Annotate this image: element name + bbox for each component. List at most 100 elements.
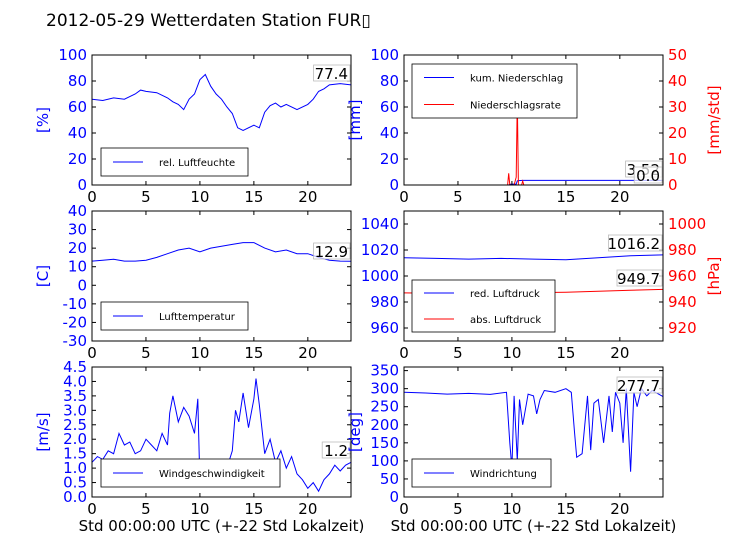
x-tick-label-humidity-2: 10: [190, 188, 209, 206]
y-axis-label-precipitation: [mm]: [346, 100, 364, 141]
y-tick-label-winddirection-1: 50: [380, 470, 399, 488]
x-tick-label-windspeed-0: 0: [87, 500, 97, 518]
y-axis-label-windspeed: [m/s]: [34, 412, 52, 451]
y-tick-label-windspeed-0: 0.0: [63, 488, 87, 506]
legend-entry-pressure-0: red. Luftdruck: [470, 289, 540, 300]
value-label-box-temperature-0: [313, 242, 351, 260]
y-tick-label-winddirection-6: 300: [370, 380, 399, 398]
legend-temperature: Lufttemperatur: [100, 301, 249, 331]
y2-tick-label-precipitation-3: 30: [668, 98, 687, 116]
y-tick-label-temperature-3: 0: [77, 276, 87, 294]
y-tick-label-precipitation-4: 80: [380, 72, 399, 90]
y-tick-label-precipitation-0: 0: [389, 176, 399, 194]
legend-entry-precipitation-1: Niederschlagsrate: [470, 101, 561, 112]
y2-tick-label-precipitation-5: 50: [668, 46, 687, 64]
series-line-humidity-0: [92, 73, 351, 131]
x-tick-label-temperature-1: 5: [141, 344, 151, 362]
legend-frame-precipitation: [411, 63, 578, 119]
y2-tick-label-pressure-1: 940: [668, 293, 697, 311]
x-axis-label-winddirection: Std 00:00:00 UTC (+-22 Std Lokalzeit): [391, 517, 677, 535]
y-tick-label-pressure-2: 1000: [361, 267, 399, 285]
x-tick-label-winddirection-1: 5: [453, 500, 463, 518]
value-label-box-pressure-1: [616, 269, 663, 287]
y-axis-label-humidity: [%]: [34, 107, 52, 133]
legend-entry-temperature-0: Lufttemperatur: [159, 312, 236, 323]
y-axis-label-winddirection: [deg]: [346, 412, 364, 452]
chart-windspeed: 0 5 10 15 20 0.00.51.01.52.02.53.03.54.04.5 [m…: [34, 358, 364, 535]
x-tick-label-winddirection-2: 10: [502, 500, 521, 518]
y-tick-label-windspeed-4: 2.0: [63, 430, 87, 448]
y2-tick-label-pressure-2: 960: [668, 267, 697, 285]
legend-precipitation: kum. Niederschlag Niederschlagsrate: [411, 63, 578, 119]
x-tick-label-windspeed-1: 5: [141, 500, 151, 518]
value-label-temperature-0: 12.9: [315, 243, 348, 261]
x-tick-label-pressure-0: 0: [399, 344, 409, 362]
plot-frame-temperature: [91, 210, 352, 342]
x-tick-label-precipitation-0: 0: [399, 188, 409, 206]
x-tick-label-winddirection-0: 0: [399, 500, 409, 518]
y2-tick-label-precipitation-0: 0: [668, 176, 678, 194]
y-tick-label-humidity-0: 0: [77, 176, 87, 194]
y-tick-label-humidity-3: 60: [68, 98, 87, 116]
y-tick-label-winddirection-5: 250: [370, 398, 399, 416]
y2-tick-label-pressure-4: 1000: [668, 215, 706, 233]
plot-frame-winddirection: [403, 366, 664, 498]
y-tick-label-winddirection-7: 350: [370, 362, 399, 380]
y-tick-label-windspeed-7: 3.5: [63, 387, 87, 405]
y-tick-label-precipitation-1: 20: [380, 150, 399, 168]
x-tick-label-temperature-2: 10: [190, 344, 209, 362]
chart-temperature: 0 5 10 15 20-30-20-10010203040[C]12.9Lufttem…: [34, 202, 352, 362]
y-tick-label-pressure-3: 1020: [361, 241, 399, 259]
chart-humidity: 0 5 10 15 20 0 20 40 60 80 100 [%] 77.4 rel. Luftfeuc…: [34, 46, 352, 206]
figure-title: 2012-05-29 Wetterdaten Station FUR▯: [46, 11, 371, 31]
chart-precipitation: 0 5 10 15 20 0 20 40 60 80 100 0 10 20 30 40 50 [mm] [mm/s…: [346, 46, 723, 206]
series-line-temperature-0: [92, 242, 351, 262]
y2-tick-label-pressure-3: 980: [668, 241, 697, 259]
y-tick-label-temperature-1: -20: [63, 313, 88, 331]
legend-entry-precipitation-0: kum. Niederschlag: [470, 74, 563, 85]
x-tick-label-humidity-0: 0: [87, 188, 97, 206]
y-tick-label-temperature-6: 30: [68, 221, 87, 239]
x-tick-label-humidity-1: 5: [141, 188, 151, 206]
value-label-windspeed-0: 1.2: [324, 442, 348, 460]
legend-entry-windspeed-0: Windgeschwindigkeit: [159, 469, 265, 480]
y2-tick-label-precipitation-1: 10: [668, 150, 687, 168]
x-tick-label-precipitation-4: 20: [610, 188, 629, 206]
y-tick-label-pressure-0: 960: [370, 319, 399, 337]
legend-pressure: red. Luftdruck abs. Luftdruck: [411, 279, 556, 333]
x-tick-label-precipitation-3: 15: [556, 188, 575, 206]
x-tick-label-temperature-3: 15: [244, 344, 263, 362]
x-tick-label-windspeed-3: 15: [244, 500, 263, 518]
x-tick-label-pressure-3: 15: [556, 344, 575, 362]
y-tick-label-windspeed-6: 3.0: [63, 401, 87, 419]
x-tick-label-windspeed-4: 20: [298, 500, 317, 518]
legend-entry-winddirection-0: Windrichtung: [470, 469, 537, 480]
legend-entry-humidity-0: rel. Luftfeuchte: [159, 158, 235, 169]
y-tick-label-pressure-1: 980: [370, 293, 399, 311]
x-tick-label-winddirection-3: 15: [556, 500, 575, 518]
value-label-box-windspeed-0: [321, 441, 351, 459]
series-line-pressure-0: [404, 254, 663, 261]
legend-entry-pressure-1: abs. Luftdruck: [470, 315, 541, 326]
value-label-pressure-1: 949.7: [617, 270, 660, 288]
x-tick-label-temperature-4: 20: [298, 344, 317, 362]
x-tick-label-humidity-4: 20: [298, 188, 317, 206]
y-tick-label-temperature-5: 20: [68, 239, 87, 257]
y-tick-label-humidity-1: 20: [68, 150, 87, 168]
y-axis-label-temperature: [C]: [34, 265, 52, 287]
value-label-box-precipitation-1: [633, 166, 663, 184]
y-tick-label-windspeed-8: 4.0: [63, 372, 87, 390]
y-tick-label-temperature-0: -30: [63, 332, 88, 350]
value-label-winddirection-0: 277.7: [617, 377, 660, 395]
plot-frame-precipitation: [403, 54, 664, 186]
x-tick-label-humidity-3: 15: [244, 188, 263, 206]
value-label-humidity-0: 77.4: [315, 65, 348, 83]
legend-windspeed: Windgeschwindigkeit: [100, 458, 281, 488]
y-tick-label-humidity-5: 100: [58, 46, 87, 64]
x-tick-label-pressure-4: 20: [610, 344, 629, 362]
y-tick-label-precipitation-3: 60: [380, 98, 399, 116]
y2-axis-label-precipitation: [mm/std]: [705, 85, 723, 154]
chart-pressure: 0 5 10 15 20 960 980 1000 1020 1040 920 940 960 980 10…: [361, 210, 723, 362]
y-tick-label-pressure-4: 1040: [361, 215, 399, 233]
